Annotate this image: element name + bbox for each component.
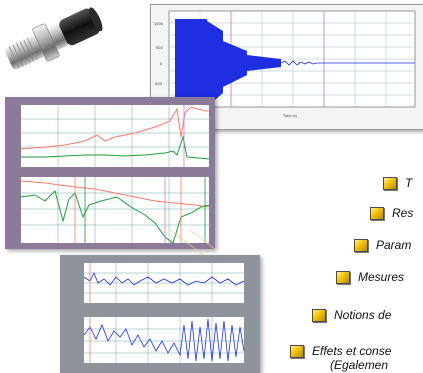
svg-text:0: 0 bbox=[160, 62, 162, 66]
menu-item-2[interactable]: Res bbox=[370, 206, 413, 220]
menu-item-6[interactable]: Effets et conse bbox=[290, 344, 391, 358]
menu-item-4[interactable]: Mesures bbox=[336, 270, 404, 284]
menu-item-1[interactable]: T bbox=[383, 176, 412, 190]
bullet-square-icon bbox=[290, 344, 304, 358]
svg-text:1000: 1000 bbox=[154, 22, 163, 26]
bullet-square-icon bbox=[383, 176, 397, 190]
menu-item-label: Effets et conse bbox=[312, 344, 392, 358]
menu-item-6-subline: (Egalemen bbox=[330, 358, 389, 372]
bullet-square-icon bbox=[312, 308, 326, 322]
menu-item-label: Mesures bbox=[358, 270, 405, 284]
bullet-square-icon bbox=[370, 206, 384, 220]
frequency-response-panel bbox=[5, 97, 215, 249]
menu-item-5[interactable]: Notions de bbox=[312, 308, 391, 322]
bullet-square-icon bbox=[336, 270, 350, 284]
menu-item-label: T bbox=[405, 176, 413, 190]
bullet-square-icon bbox=[354, 238, 368, 252]
menu-item-3[interactable]: Param bbox=[354, 238, 411, 252]
svg-text:-500: -500 bbox=[154, 82, 162, 86]
noise-spectrum-panel bbox=[60, 255, 260, 373]
svg-text:500: 500 bbox=[156, 46, 163, 50]
menu-item-label: Param bbox=[376, 238, 412, 252]
sensor-photo-icon bbox=[5, 7, 103, 70]
menu-item-label: Notions de bbox=[334, 308, 392, 322]
menu-item-label: Res bbox=[392, 206, 414, 220]
svg-text:Time (s): Time (s) bbox=[282, 114, 298, 118]
